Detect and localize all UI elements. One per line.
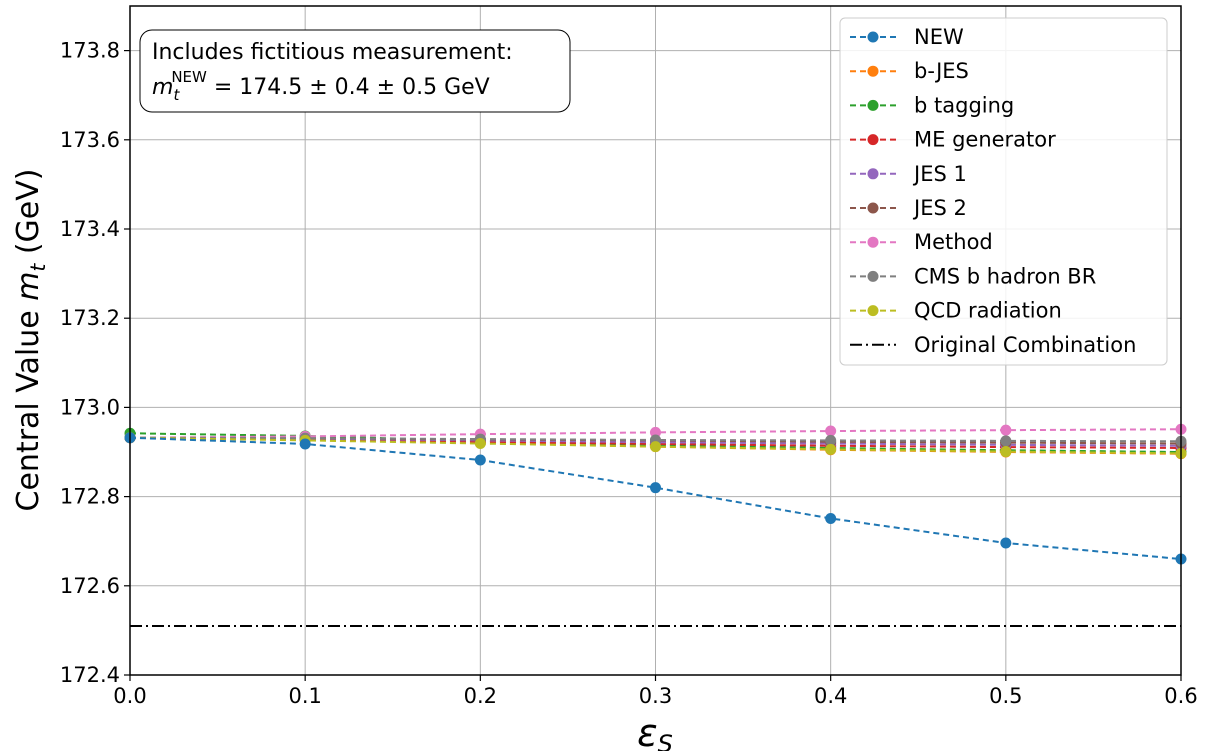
data-point	[1000, 537, 1012, 549]
legend-label: QCD radiation	[914, 299, 1062, 323]
data-point	[650, 482, 661, 494]
legend-label: b-JES	[914, 59, 969, 83]
legend-swatch-marker	[867, 202, 879, 214]
data-point	[825, 425, 837, 437]
data-point	[299, 438, 311, 450]
x-axis: 0.0 0.1 0.2 0.3 0.4 0.5 0.6	[113, 675, 1198, 708]
y-axis-label-suffix: (GeV)	[11, 169, 46, 264]
x-tick-label: 0.5	[989, 684, 1022, 708]
legend-swatch-marker	[867, 31, 879, 43]
series-new	[124, 432, 1187, 565]
x-tick-label: 0.2	[464, 684, 497, 708]
data-point	[825, 443, 837, 455]
series-group	[124, 423, 1187, 565]
legend-label: ME generator	[914, 128, 1056, 152]
y-axis-label-sub: t	[26, 263, 50, 272]
legend-item: CMS b hadron BR	[850, 264, 1096, 288]
data-point	[825, 434, 837, 446]
y-tick-label: 173.2	[60, 306, 120, 330]
data-point	[650, 426, 661, 438]
legend-item: NEW	[850, 25, 964, 49]
x-axis-label: εS	[637, 711, 673, 751]
x-axis-label-sub: S	[658, 730, 673, 751]
legend-swatch-marker	[867, 99, 879, 111]
data-point	[1000, 435, 1012, 447]
legend-item: JES 1	[850, 162, 967, 186]
legend-swatch-marker	[867, 305, 879, 317]
x-axis-label-symbol: ε	[637, 711, 658, 751]
x-tick-label: 0.6	[1164, 684, 1197, 708]
legend: NEW b-JES b tagging ME generator JES 1 JES 2 M…	[839, 17, 1168, 366]
legend-item: b-JES	[850, 59, 969, 83]
legend-label: Original Combination	[914, 333, 1136, 357]
legend-item: JES 2	[850, 196, 967, 220]
y-axis: 172.4 172.6 172.8 173.0 173.2 173.4 173.6 173.8	[60, 39, 130, 687]
legend-label: JES 2	[912, 196, 967, 220]
y-tick-label: 172.8	[60, 485, 120, 509]
legend-swatch-marker	[867, 134, 879, 146]
annotation-symbol: m	[152, 75, 173, 100]
y-tick-label: 173.8	[60, 39, 120, 63]
y-tick-label: 172.4	[60, 663, 120, 687]
legend-swatch-marker	[867, 270, 879, 282]
data-point	[474, 454, 486, 466]
y-tick-label: 173.4	[60, 217, 120, 241]
legend-swatch-marker	[867, 236, 879, 248]
annotation-sup: NEW	[171, 68, 207, 86]
data-point	[1000, 446, 1012, 458]
x-tick-label: 0.4	[814, 684, 847, 708]
x-tick-label: 0.3	[639, 684, 672, 708]
legend-item: Original Combination	[850, 333, 1136, 357]
data-point	[650, 441, 661, 453]
y-axis-label: Central Value mt (GeV)	[11, 169, 50, 512]
annotation-frame	[139, 29, 571, 113]
x-tick-label: 0.1	[288, 684, 321, 708]
legend-label: JES 1	[912, 162, 967, 186]
y-tick-label: 172.6	[60, 574, 120, 598]
y-axis-label-symbol: m	[11, 272, 46, 301]
legend-item: Method	[850, 230, 993, 254]
legend-item: b tagging	[850, 93, 1014, 117]
y-axis-label-prefix: Central Value	[11, 301, 46, 512]
legend-label: NEW	[914, 25, 964, 49]
legend-item: QCD radiation	[850, 299, 1062, 323]
legend-frame	[839, 17, 1168, 366]
legend-label: CMS b hadron BR	[914, 264, 1096, 288]
legend-label: b tagging	[914, 93, 1014, 117]
x-tick-label: 0.0	[113, 684, 146, 708]
y-tick-label: 173.0	[60, 395, 120, 419]
legend-item: ME generator	[850, 128, 1056, 152]
legend-swatch-marker	[867, 65, 879, 77]
annotation-sub: t	[173, 86, 180, 104]
y-tick-label: 173.6	[60, 128, 120, 152]
legend-label: Method	[914, 230, 993, 254]
annotation-line2: mtNEW = 174.5 ± 0.4 ± 0.5 GeV	[152, 68, 490, 104]
data-point	[1000, 424, 1012, 436]
data-point	[825, 512, 837, 524]
annotation-rest: = 174.5 ± 0.4 ± 0.5 GeV	[207, 75, 490, 100]
annotation-box: Includes fictitious measurement: mtNEW =…	[139, 29, 571, 113]
legend-swatch-marker	[867, 168, 879, 180]
data-point	[474, 438, 486, 450]
annotation-line1: Includes fictitious measurement:	[152, 40, 513, 65]
